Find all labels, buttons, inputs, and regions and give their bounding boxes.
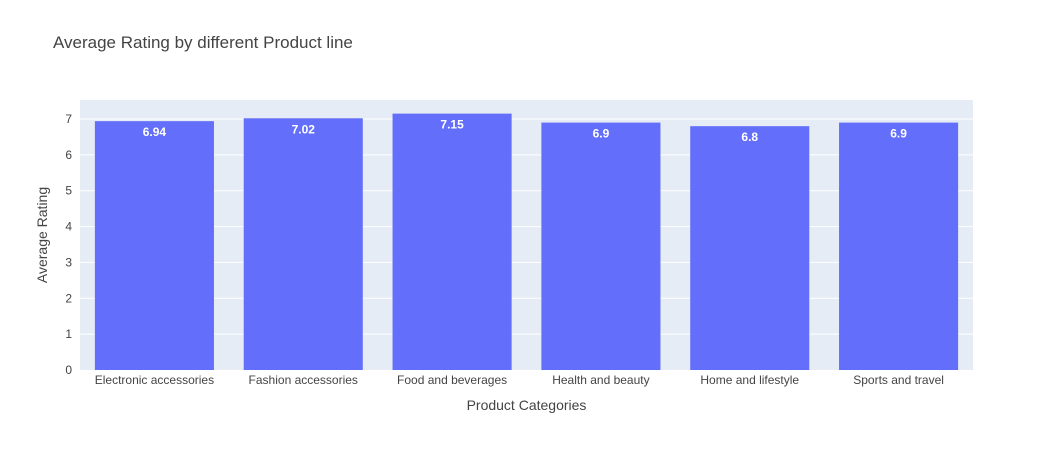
y-tick-label: 5	[65, 184, 72, 198]
x-tick-label: Electronic accessories	[95, 373, 214, 387]
plot-area	[80, 100, 973, 370]
bar[interactable]	[839, 122, 959, 371]
bar[interactable]	[541, 122, 661, 371]
y-tick-label: 2	[65, 291, 72, 305]
x-tick-label: Health and beauty	[552, 373, 649, 387]
bar[interactable]	[392, 113, 512, 371]
y-tick-label: 7	[65, 112, 72, 126]
x-tick-label: Sports and travel	[853, 373, 944, 387]
bar[interactable]	[94, 121, 214, 370]
x-tick-label: Food and beverages	[397, 373, 507, 387]
bar-value-label: 7.02	[292, 122, 316, 136]
chart-title: Average Rating by different Product line	[53, 33, 353, 52]
x-tick-label: Fashion accessories	[249, 373, 358, 387]
y-tick-label: 3	[65, 255, 72, 269]
y-tick-label: 6	[65, 148, 72, 162]
x-axis-title: Product Categories	[467, 397, 587, 413]
bar-value-label: 6.94	[143, 125, 167, 139]
bar-value-label: 6.9	[593, 127, 610, 141]
y-axis-title: Average Rating	[34, 187, 50, 283]
y-tick-label: 0	[65, 363, 72, 377]
x-tick-label: Home and lifestyle	[700, 373, 799, 387]
bar-value-label: 7.15	[440, 118, 464, 132]
bar-value-label: 6.9	[890, 127, 907, 141]
bar[interactable]	[243, 118, 363, 370]
y-tick-label: 4	[65, 220, 72, 234]
y-tick-label: 1	[65, 327, 72, 341]
bar-value-label: 6.8	[741, 130, 758, 144]
bar[interactable]	[690, 126, 810, 371]
